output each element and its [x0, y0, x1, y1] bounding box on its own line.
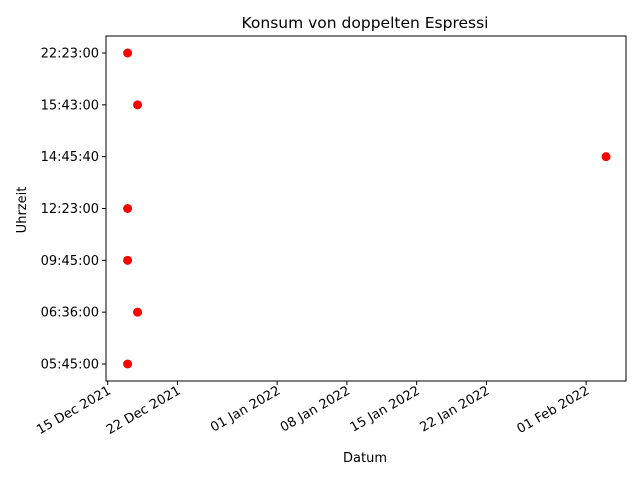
y-tick-label: 05:45:00: [41, 358, 99, 373]
x-tick-label: 01 Jan 2022: [208, 383, 283, 435]
x-tick-label: 15 Jan 2022: [348, 383, 423, 435]
x-tick-label: 15 Dec 2021: [34, 383, 113, 438]
x-tick-label: 08 Jan 2022: [278, 383, 353, 435]
plot-frame: [105, 35, 627, 382]
data-point: [133, 100, 143, 110]
y-tick-label: 22:23:00: [41, 47, 99, 62]
y-axis-label: Uhrzeit: [15, 187, 30, 234]
x-tick-label: 22 Dec 2021: [104, 383, 183, 438]
data-point: [123, 48, 133, 58]
data-points: [123, 48, 611, 369]
y-axis: 05:45:00 06:36:00 09:45:00 12:23:00 14:45:40…: [41, 47, 106, 373]
y-tick-label: 15:43:00: [41, 98, 99, 113]
x-tick-label: 01 Feb 2022: [515, 383, 593, 436]
x-tick-label: 22 Jan 2022: [417, 383, 492, 435]
x-axis-label: Datum: [343, 451, 387, 466]
data-point: [123, 204, 133, 213]
chart-title: Konsum von doppelten Espressi: [242, 14, 489, 32]
data-point: [123, 255, 133, 265]
data-point: [133, 307, 143, 317]
y-tick-label: 14:45:40: [41, 150, 99, 165]
y-tick-label: 12:23:00: [41, 202, 99, 217]
plot-area: [105, 35, 627, 382]
y-tick-label: 09:45:00: [41, 254, 99, 269]
data-point: [601, 152, 611, 162]
data-point: [123, 359, 133, 369]
y-tick-label: 06:36:00: [41, 306, 99, 321]
